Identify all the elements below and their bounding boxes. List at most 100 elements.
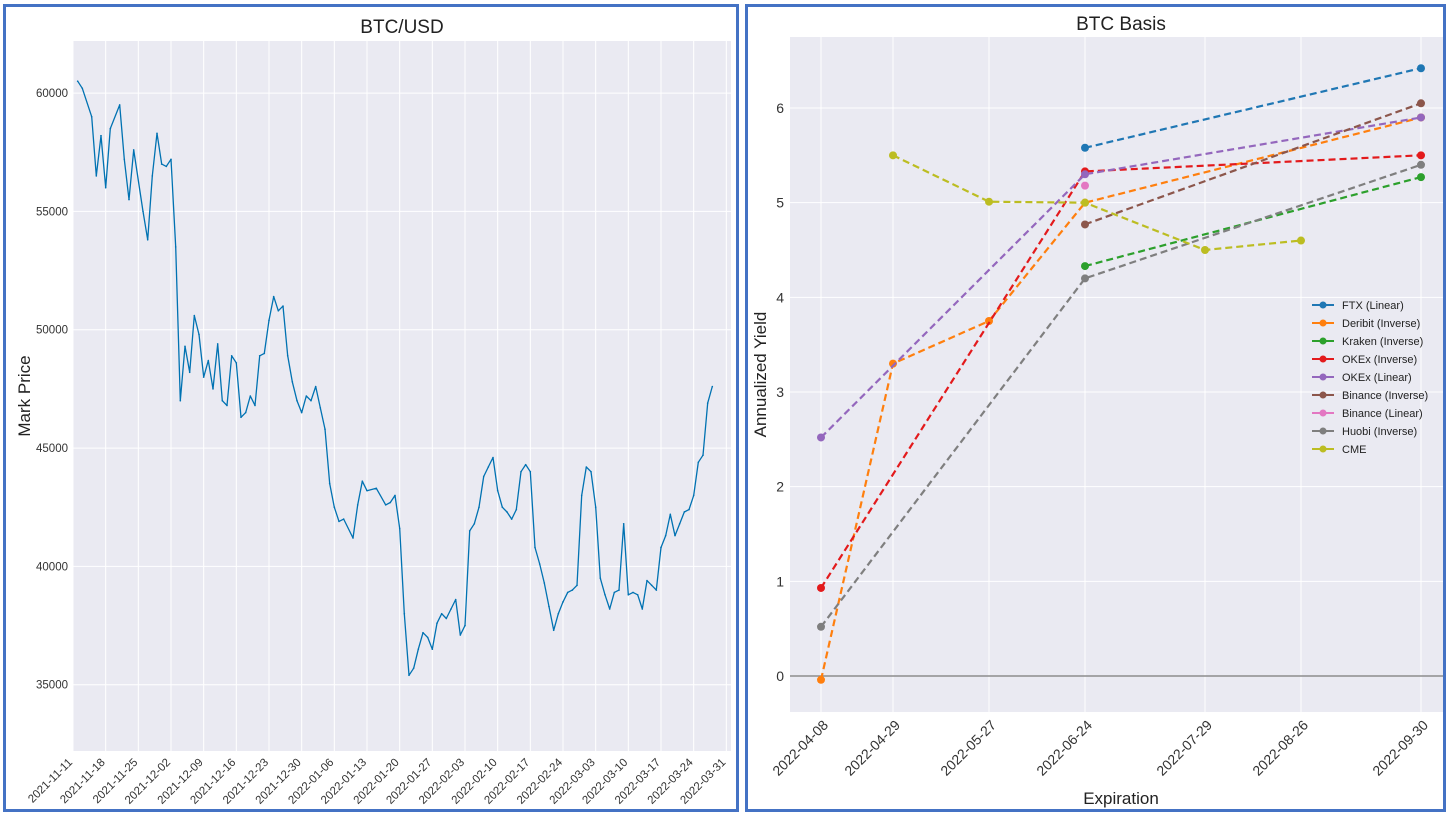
price-point <box>552 629 555 632</box>
price-point <box>529 470 532 473</box>
series-point-cme <box>1297 236 1305 245</box>
legend-marker-binance-linear <box>1319 409 1327 417</box>
price-point <box>688 508 690 511</box>
price-point <box>417 648 420 651</box>
x-tick-label: 2022-08-26 <box>1249 717 1311 779</box>
y-tick-label: 60000 <box>36 88 68 100</box>
price-point <box>226 404 228 407</box>
price-point <box>132 149 135 151</box>
price-point <box>473 523 476 525</box>
series-point-okex-linear <box>1081 170 1089 179</box>
price-point <box>184 345 186 348</box>
price-point <box>510 518 513 520</box>
x-tick-label: 2022-04-29 <box>841 717 903 779</box>
price-point <box>324 428 326 430</box>
price-point <box>319 407 322 409</box>
price-point <box>160 163 163 165</box>
price-point <box>594 506 597 509</box>
price-point <box>398 527 401 530</box>
price-point <box>468 530 471 532</box>
price-point <box>389 501 392 504</box>
price-point <box>501 506 504 509</box>
y-tick-label: 55000 <box>36 206 68 218</box>
legend-marker-okex-inverse <box>1319 355 1327 363</box>
price-point <box>464 624 466 627</box>
price-point <box>268 319 270 322</box>
series-point-deribit-inverse <box>889 359 897 368</box>
price-point <box>394 494 396 497</box>
price-point <box>613 591 616 594</box>
chart-title: BTC/USD <box>360 17 443 38</box>
price-point <box>618 589 620 591</box>
price-point <box>482 475 485 478</box>
price-point <box>212 388 214 390</box>
price-point <box>123 158 126 161</box>
chart-title: BTC Basis <box>1076 14 1166 35</box>
price-point <box>375 487 378 490</box>
price-point <box>632 591 634 594</box>
price-point <box>221 399 224 402</box>
price-point <box>604 594 606 596</box>
series-line-ftx-linear <box>1084 67 1422 149</box>
series-line-huobi-inverse <box>820 163 1422 628</box>
series-point-binance-inverse <box>1417 99 1425 108</box>
price-point <box>263 352 266 355</box>
price-point <box>170 158 172 161</box>
x-tick-label: 2022-06-24 <box>1033 717 1095 779</box>
y-axis-label: Annualized Yield <box>751 312 770 438</box>
price-point <box>706 402 709 404</box>
price-point <box>272 295 275 298</box>
price-point <box>492 456 494 459</box>
y-tick-label: 1 <box>776 573 784 589</box>
price-point <box>282 305 284 307</box>
price-point <box>571 589 574 591</box>
legend-marker-okex-linear <box>1319 373 1327 381</box>
price-point <box>538 563 541 565</box>
price-point <box>590 470 592 473</box>
series-point-cme <box>1201 246 1209 255</box>
price-point <box>450 608 452 610</box>
price-point <box>104 186 107 189</box>
legend-marker-kraken-inverse <box>1319 337 1327 345</box>
series-point-deribit-inverse <box>817 675 825 684</box>
price-point <box>384 504 387 506</box>
price-point <box>534 546 536 549</box>
price-point <box>412 667 415 669</box>
series-point-binance-inverse <box>1081 220 1089 229</box>
x-axis-label: Expiration <box>1083 789 1159 808</box>
plot-background <box>73 41 731 751</box>
price-point <box>697 461 700 464</box>
price-point <box>403 612 406 615</box>
legend-label-deribit-inverse: Deribit (Inverse) <box>1342 318 1420 330</box>
price-point <box>660 546 662 549</box>
price-point <box>711 385 714 388</box>
price-point <box>608 608 611 610</box>
price-point <box>81 87 84 90</box>
price-point <box>249 395 252 397</box>
price-point <box>524 463 527 466</box>
price-point <box>580 494 583 497</box>
price-point <box>202 376 205 378</box>
series-point-okex-inverse <box>817 583 825 592</box>
price-point <box>422 631 424 634</box>
series-point-okex-inverse <box>1417 151 1425 160</box>
series-point-kraken-inverse <box>1081 262 1089 271</box>
y-tick-label: 2 <box>776 479 784 495</box>
price-point <box>342 518 345 520</box>
legend-label-kraken-inverse: Kraken (Inverse) <box>1342 336 1423 348</box>
series-point-huobi-inverse <box>1081 274 1089 283</box>
price-point <box>254 404 256 407</box>
price-point <box>277 310 280 312</box>
legend-marker-cme <box>1319 445 1327 453</box>
price-point <box>142 210 144 213</box>
y-tick-label: 35000 <box>36 680 68 692</box>
price-point <box>90 115 93 118</box>
price-point <box>655 589 658 591</box>
price-point <box>366 489 368 492</box>
price-point <box>436 622 438 624</box>
price-point <box>230 354 233 357</box>
price-point <box>296 399 298 402</box>
y-tick-label: 0 <box>776 668 784 684</box>
btc-basis-chart-panel: BTC Basis Annualized Yield Expiration 0 1 2 3 4… <box>745 4 1446 812</box>
series-point-huobi-inverse <box>817 622 825 631</box>
